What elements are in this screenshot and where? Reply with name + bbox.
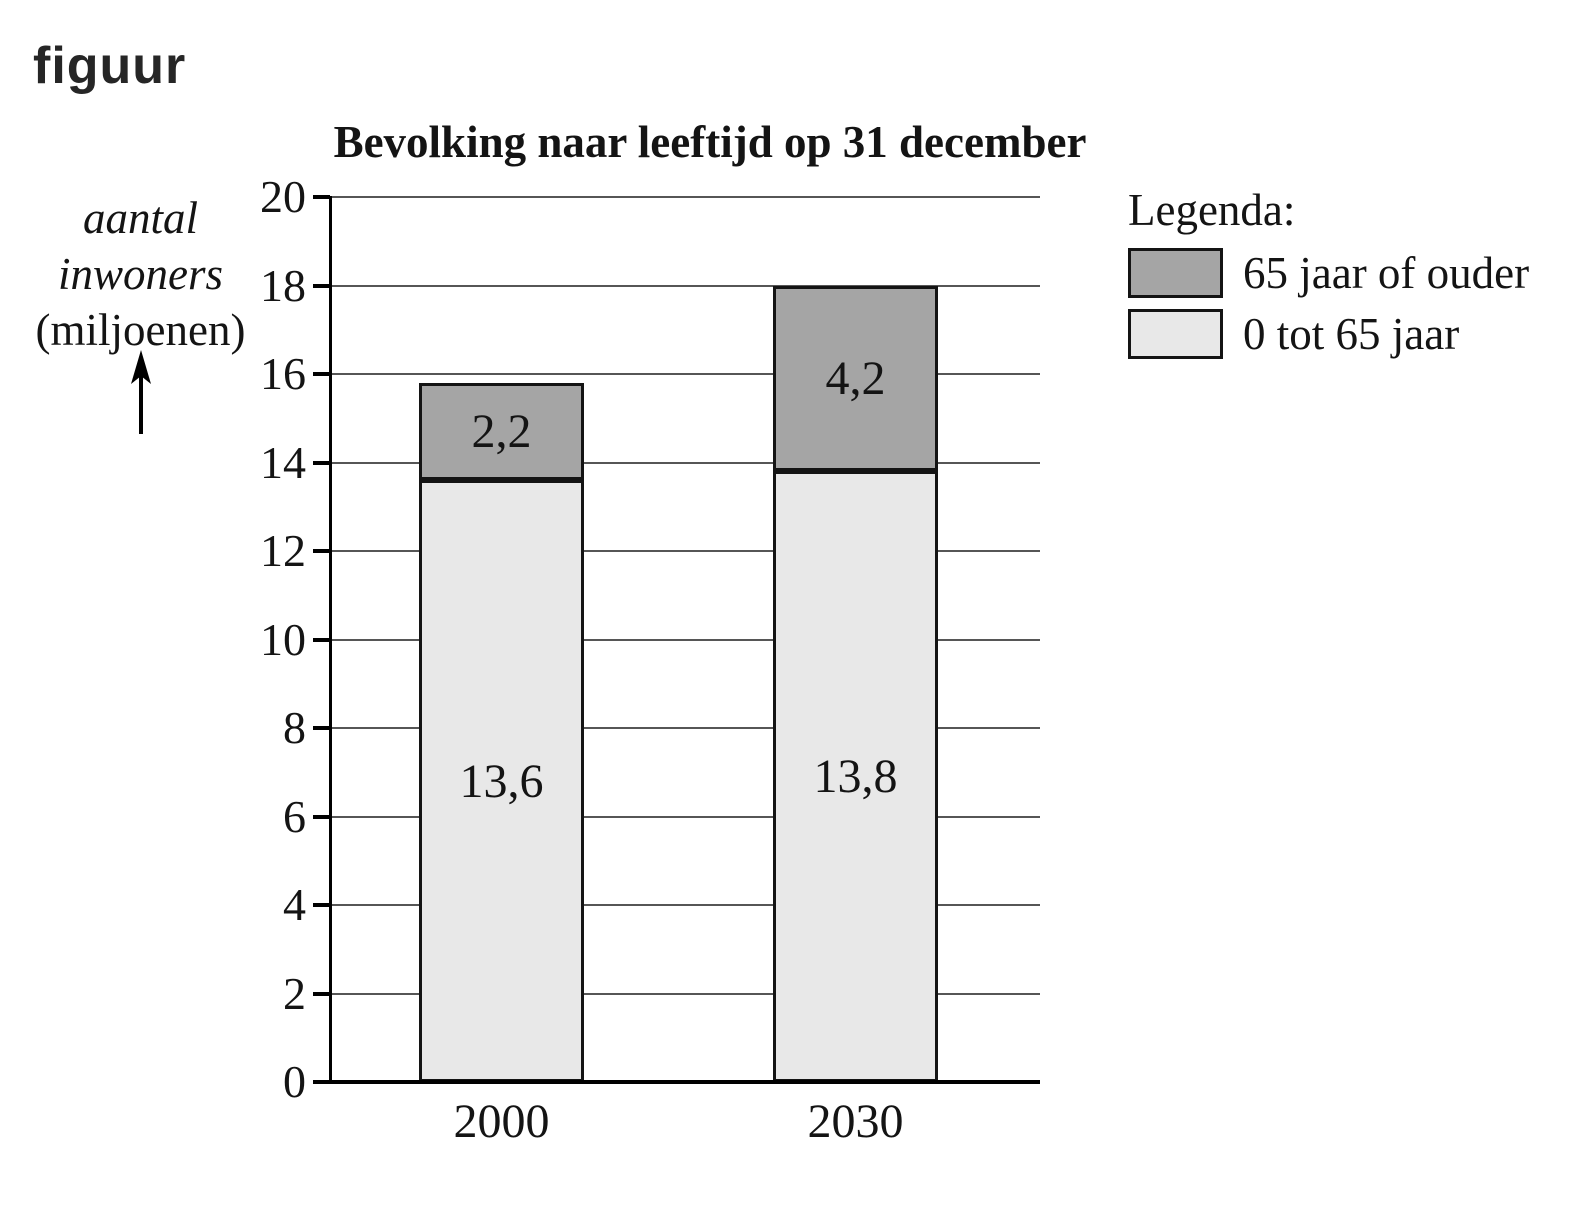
up-arrow-icon bbox=[131, 350, 151, 434]
bar-segment-2030-65-jaar-of-ouder: 4,2 bbox=[773, 285, 938, 472]
y-tick-label: 8 bbox=[283, 702, 306, 753]
y-tick bbox=[313, 726, 330, 730]
y-axis-line bbox=[329, 196, 332, 1082]
bar-segment-2030-0-tot-65-jaar: 13,8 bbox=[773, 471, 938, 1082]
gridline bbox=[330, 284, 1040, 287]
legend-label: 0 tot 65 jaar bbox=[1243, 309, 1460, 359]
chart-title: Bevolking naar leeftijd op 31 december bbox=[333, 117, 1087, 167]
y-tick bbox=[313, 637, 330, 642]
y-tick bbox=[313, 283, 330, 288]
figure-label: figuur bbox=[33, 37, 187, 95]
y-tick-label: 16 bbox=[260, 348, 306, 399]
legend-swatch-dark bbox=[1128, 248, 1223, 298]
gridline bbox=[330, 373, 1040, 375]
gridline bbox=[330, 815, 1040, 818]
x-category-label: 2000 bbox=[453, 1095, 550, 1148]
plot-area: 0 2 4 6 8 10 12 14 16 18 20 13,6 2,2 2000 13,8 4,2 2030 bbox=[260, 174, 1040, 1148]
x-axis-line bbox=[313, 1080, 1040, 1084]
y-axis-title-line-2: inwoners bbox=[57, 249, 223, 299]
y-axis-title-line-3: (miljoenen) bbox=[35, 305, 246, 355]
y-tick bbox=[313, 903, 330, 907]
gridline bbox=[330, 196, 1040, 198]
y-tick-label: 0 bbox=[283, 1056, 306, 1107]
y-tick-label: 12 bbox=[260, 525, 306, 576]
legend-item-0-tot-65-jaar: 0 tot 65 jaar bbox=[1128, 308, 1529, 360]
y-tick-label: 18 bbox=[260, 259, 306, 311]
y-tick bbox=[313, 814, 330, 819]
bar-value-label: 13,6 bbox=[459, 754, 544, 808]
y-tick-label: 14 bbox=[260, 436, 306, 488]
y-tick-label: 6 bbox=[283, 790, 306, 842]
y-axis-title-line-1: aantal bbox=[82, 193, 198, 243]
y-tick-label: 10 bbox=[260, 613, 306, 665]
y-tick bbox=[313, 549, 330, 553]
bar-segment-2000-0-tot-65-jaar: 13,6 bbox=[419, 480, 584, 1082]
y-tick bbox=[313, 460, 330, 465]
gridline bbox=[330, 992, 1040, 995]
y-axis-title: aantal inwoners (miljoenen) bbox=[8, 190, 273, 358]
legend-swatch-light bbox=[1128, 309, 1223, 359]
y-tick-label: 2 bbox=[283, 967, 306, 1019]
legend: Legenda: 65 jaar of ouder 0 tot 65 jaar bbox=[1128, 183, 1529, 360]
legend-title: Legenda: bbox=[1128, 185, 1296, 235]
y-tick-label: 4 bbox=[283, 879, 306, 930]
y-tick bbox=[313, 991, 330, 996]
bar-value-label: 2,2 bbox=[471, 405, 532, 459]
y-tick bbox=[313, 372, 330, 376]
legend-label: 65 jaar of ouder bbox=[1243, 248, 1530, 298]
gridline bbox=[330, 727, 1040, 729]
gridline bbox=[330, 550, 1040, 552]
legend-item-65-jaar-of-ouder: 65 jaar of ouder bbox=[1128, 247, 1529, 299]
y-tick bbox=[313, 195, 330, 199]
x-category-label: 2030 bbox=[807, 1095, 904, 1148]
bar-value-label: 4,2 bbox=[825, 351, 886, 405]
gridline bbox=[330, 904, 1040, 906]
bar-segment-2000-65-jaar-of-ouder: 2,2 bbox=[419, 382, 584, 481]
bar-value-label: 13,8 bbox=[813, 750, 898, 804]
gridline bbox=[330, 461, 1040, 464]
gridline bbox=[330, 638, 1040, 641]
y-tick-label: 20 bbox=[260, 171, 306, 222]
